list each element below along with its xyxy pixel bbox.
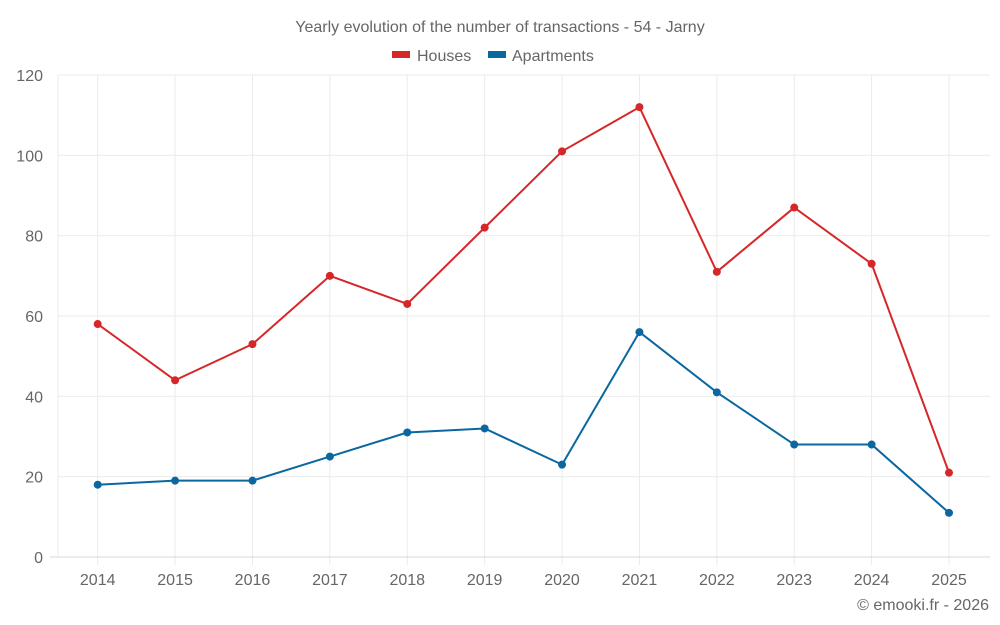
legend-item-houses[interactable]: Houses [392,48,471,65]
data-point[interactable] [325,271,334,280]
x-tick-label: 2015 [157,572,193,589]
data-point[interactable] [945,508,953,517]
x-gridlines [57,75,950,565]
y-tick-label: 0 [34,550,43,567]
data-point[interactable] [867,259,876,268]
legend-item-apartments[interactable]: Apartments [488,48,594,65]
data-point[interactable] [248,340,257,349]
data-point[interactable] [867,440,876,449]
chart-title: Yearly evolution of the number of transa… [295,19,704,36]
x-tick-label: 2022 [699,572,735,589]
y-tick-label: 20 [25,470,43,487]
y-gridlines [58,74,990,478]
series-line-houses [97,106,950,473]
x-tick-label: 2023 [776,572,812,589]
data-point[interactable] [93,320,102,329]
y-tick-label: 80 [25,229,43,246]
legend-swatch [392,51,410,58]
data-point[interactable] [635,328,644,337]
data-point[interactable] [325,452,334,461]
series [93,103,953,517]
data-point[interactable] [558,147,567,156]
data-point[interactable] [790,203,799,212]
data-point[interactable] [790,440,799,449]
y-tick-label: 100 [16,148,43,165]
data-point[interactable] [480,223,489,232]
y-tick-label: 120 [16,68,43,85]
x-tick-label: 2016 [235,572,271,589]
data-point[interactable] [480,424,489,433]
data-point[interactable] [248,476,257,485]
credit-text: © emooki.fr - 2026 [857,597,989,614]
x-tick-label: 2017 [312,572,348,589]
legend-label: Houses [417,48,471,65]
x-tick-label: 2021 [622,572,658,589]
y-tick-label: 60 [25,309,43,326]
y-axis-ticks: 0 20 40 60 80 100 120 [16,68,43,567]
data-point[interactable] [945,468,953,477]
x-tick-label: 2024 [854,572,890,589]
data-point[interactable] [171,476,180,485]
x-tick-label: 2025 [931,572,967,589]
y-tick-label: 40 [25,389,43,406]
legend: Houses Apartments [392,48,594,65]
data-point[interactable] [712,388,721,397]
data-point[interactable] [635,103,644,112]
series-houses [93,103,953,477]
x-tick-label: 2020 [544,572,580,589]
data-point[interactable] [558,460,567,469]
data-point[interactable] [171,376,180,385]
data-point[interactable] [403,299,412,308]
series-line-apartments [97,331,950,514]
legend-swatch [488,51,506,58]
x-tick-label: 2019 [467,572,503,589]
data-point[interactable] [712,267,721,276]
data-point[interactable] [93,480,102,489]
x-tick-label: 2018 [389,572,425,589]
x-axis-ticks: 2014 2015 2016 2017 2018 2019 2020 2021 2022 2023… [80,572,967,589]
x-tick-label: 2014 [80,572,116,589]
data-point[interactable] [403,428,412,437]
series-apartments [93,328,953,517]
legend-label: Apartments [512,48,594,65]
